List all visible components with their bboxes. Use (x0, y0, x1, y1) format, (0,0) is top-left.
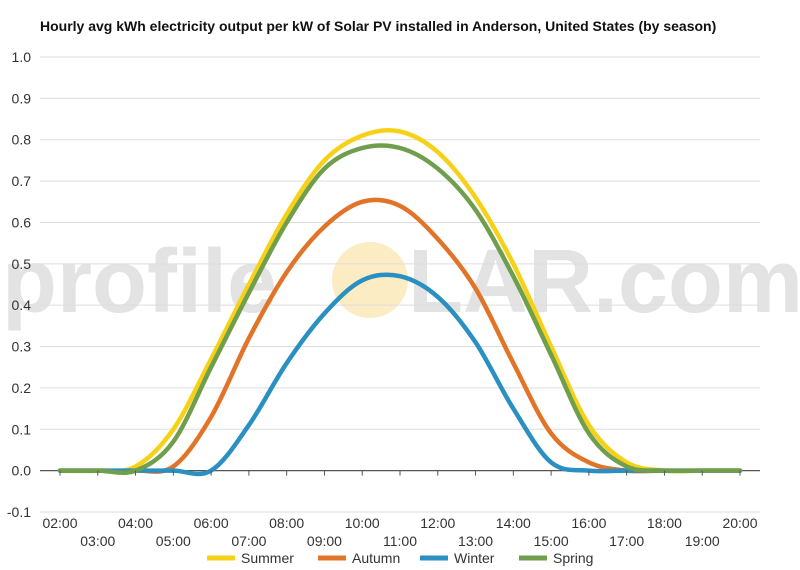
y-tick-label: 0.3 (12, 339, 32, 355)
chart-title: Hourly avg kWh electricity output per kW… (40, 18, 717, 34)
series-lines (57, 128, 743, 477)
y-tick-label: 1.0 (12, 49, 32, 65)
x-tick-label: 04:00 (118, 515, 153, 531)
legend-label-winter: Winter (454, 550, 495, 566)
series-line-winter (57, 272, 743, 477)
x-tick-label: 17:00 (609, 533, 644, 549)
y-tick-label: 0.9 (12, 90, 32, 106)
y-tick-label: 0.1 (12, 421, 32, 437)
x-tick-label: 02:00 (42, 515, 77, 531)
y-tick-label: 0.2 (12, 380, 32, 396)
legend: Summer Autumn Winter Spring (207, 550, 593, 566)
x-tick-label: 15:00 (534, 533, 569, 549)
x-tick-label: 12:00 (420, 515, 455, 531)
x-tick-label: 20:00 (722, 515, 757, 531)
x-tick-label: 06:00 (194, 515, 229, 531)
x-tick-label: 14:00 (496, 515, 531, 531)
y-tick-label: 0.5 (12, 256, 32, 272)
x-tick-label: 11:00 (383, 533, 417, 549)
legend-label-autumn: Autumn (352, 550, 400, 566)
legend-label-spring: Spring (553, 550, 593, 566)
x-tick-label: 13:00 (458, 533, 493, 549)
watermark: profile LAR.com (2, 232, 800, 332)
grid (40, 56, 760, 513)
x-tick-label: 18:00 (647, 515, 682, 531)
x-tick-label: 08:00 (269, 515, 304, 531)
axes: 1.0 0.9 0.8 0.7 0.6 0.5 0.4 0.3 0.2 0.1 0.0 -0.1 02:… (7, 49, 758, 549)
y-tick-label: 0.0 (12, 463, 32, 479)
legend-label-summer: Summer (241, 550, 294, 566)
y-tick-label: 0.6 (12, 214, 32, 230)
x-tick-label: 03:00 (80, 533, 115, 549)
x-tick-label: 09:00 (307, 533, 342, 549)
watermark-sun-icon (332, 242, 408, 318)
x-tick-label: 07:00 (231, 533, 266, 549)
x-tick-label: 05:00 (156, 533, 191, 549)
y-tick-label: 0.8 (12, 132, 32, 148)
y-tick-label: -0.1 (7, 504, 31, 520)
series-line-spring (57, 143, 743, 476)
x-tick-label: 16:00 (571, 515, 606, 531)
x-tick-label: 19:00 (685, 533, 720, 549)
watermark-text-right: LAR.com (408, 232, 800, 332)
y-tick-label: 0.7 (12, 173, 32, 189)
x-tick-label: 10:00 (345, 515, 380, 531)
series-line-summer (57, 128, 743, 474)
y-tick-label: 0.4 (12, 297, 32, 313)
